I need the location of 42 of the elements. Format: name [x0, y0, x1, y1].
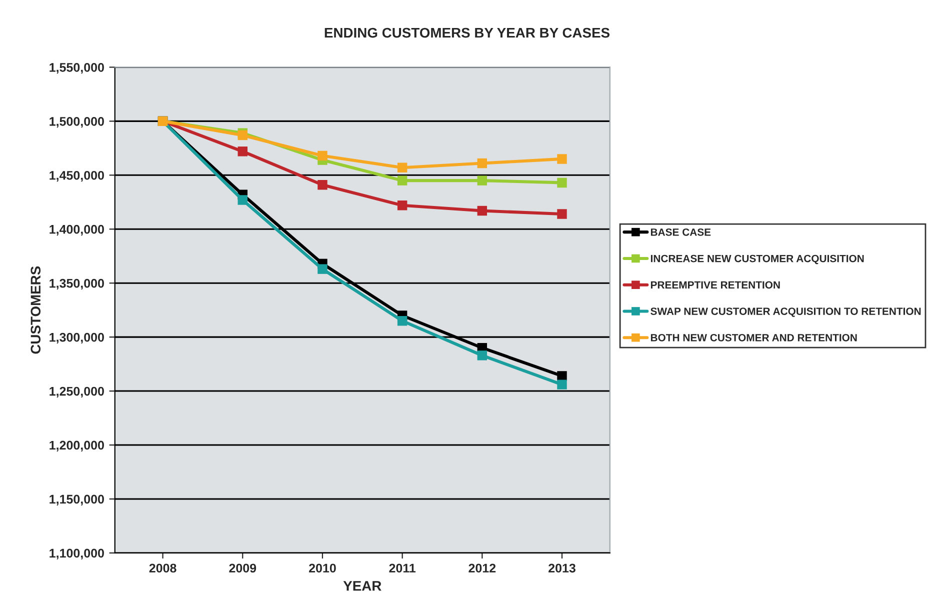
- x-tick-label: 2008: [149, 564, 176, 573]
- y-tick-label: 1,100,000: [50, 548, 104, 560]
- point: [557, 380, 567, 390]
- chart-title: ENDING CUSTOMERS BY YEAR BY CASES: [324, 28, 610, 38]
- point: [238, 146, 248, 156]
- point: [477, 206, 488, 216]
- point: [557, 154, 567, 164]
- y-tick-label: 1,350,000: [50, 278, 104, 290]
- point: [318, 180, 328, 190]
- x-tick-label: 2009: [229, 564, 256, 573]
- point: [397, 316, 408, 326]
- point: [477, 350, 488, 360]
- point: [397, 176, 408, 186]
- point: [477, 158, 488, 168]
- point: [397, 162, 408, 172]
- legend-label: BASE CASE: [650, 228, 711, 236]
- y-tick-label: 1,250,000: [50, 386, 104, 398]
- legend-label: INCREASE NEW CUSTOMER ACQUISITION: [650, 254, 864, 264]
- y-tick-label: 1,300,000: [50, 332, 104, 344]
- point: [397, 200, 408, 210]
- legend-label: PREEMPTIVE RETENTION: [650, 281, 780, 289]
- point: [318, 264, 328, 274]
- y-tick-label: 1,450,000: [50, 170, 104, 182]
- point: [238, 195, 248, 205]
- y-tick-label: 1,150,000: [50, 494, 104, 506]
- y-tick-label: 1,200,000: [50, 440, 104, 452]
- x-tick-label: 2010: [309, 564, 336, 573]
- point: [318, 150, 328, 161]
- point: [557, 178, 567, 188]
- legend-label: BOTH NEW CUSTOMER AND RETENTION: [650, 334, 857, 342]
- y-tick-label: 1,400,000: [50, 224, 104, 236]
- x-tick-label: 2012: [468, 564, 496, 573]
- legend-label: SWAP NEW CUSTOMER ACQUISITION TO RETENTION: [650, 308, 921, 317]
- x-axis-title: YEAR: [343, 581, 382, 591]
- x-tick-label: 2013: [548, 564, 576, 573]
- y-axis-title: CUSTOMERS: [30, 266, 41, 354]
- point: [477, 176, 488, 186]
- x-tick-label: 2011: [389, 564, 416, 573]
- point: [557, 209, 567, 219]
- y-tick-label: 1,550,000: [50, 63, 104, 74]
- y-tick-label: 1,500,000: [50, 116, 104, 128]
- point: [238, 130, 248, 140]
